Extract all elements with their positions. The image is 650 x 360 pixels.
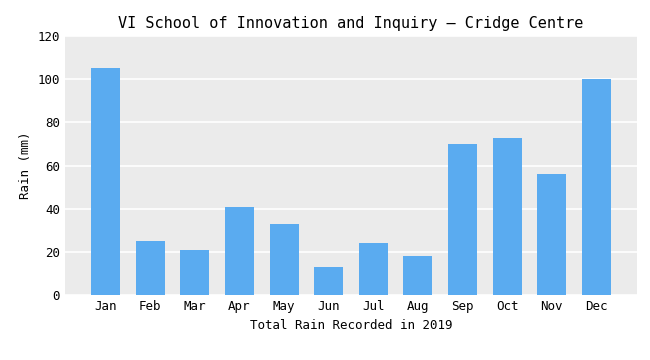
Bar	[225, 207, 254, 295]
Bar	[180, 250, 209, 295]
Bar	[582, 79, 611, 295]
Bar	[359, 243, 388, 295]
Bar	[136, 241, 164, 295]
Y-axis label: Rain (mm): Rain (mm)	[19, 132, 32, 199]
Bar	[404, 256, 432, 295]
Bar	[270, 224, 298, 295]
X-axis label: Total Rain Recorded in 2019: Total Rain Recorded in 2019	[250, 319, 452, 332]
Title: VI School of Innovation and Inquiry – Cridge Centre: VI School of Innovation and Inquiry – Cr…	[118, 16, 584, 31]
Bar	[493, 138, 522, 295]
Bar	[91, 68, 120, 295]
Bar	[314, 267, 343, 295]
Bar	[448, 144, 477, 295]
Bar	[538, 174, 566, 295]
